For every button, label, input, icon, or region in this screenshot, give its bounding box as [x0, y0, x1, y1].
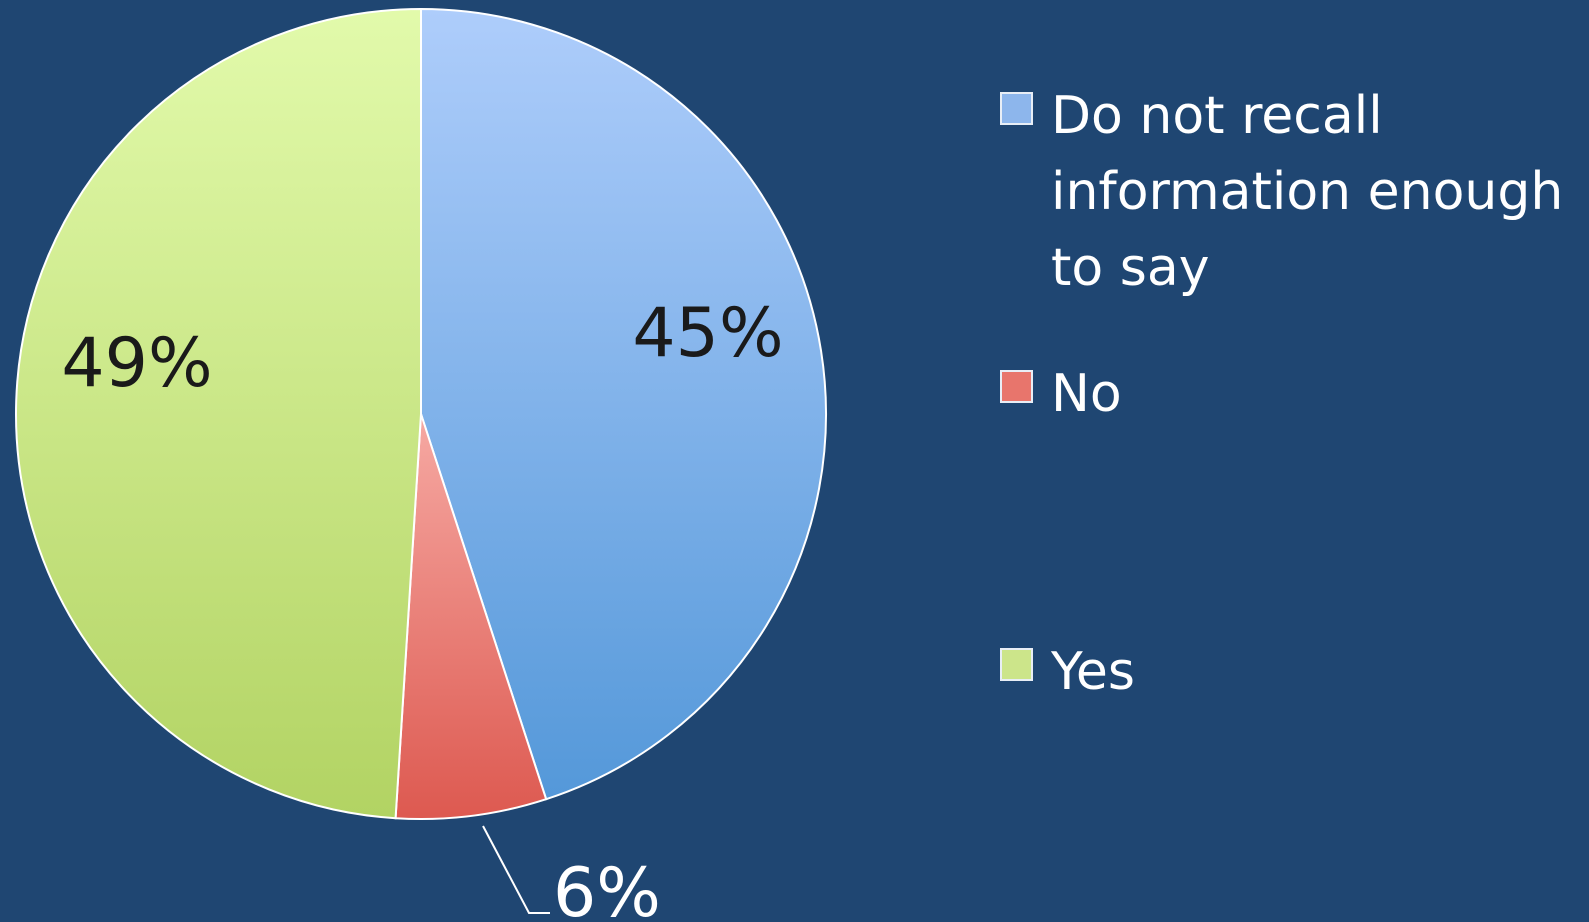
legend-label-yes: Yes — [1051, 642, 1135, 702]
slice-no — [394, 413, 548, 820]
data-label-do-not-recall: 45% — [632, 294, 783, 373]
legend-swatch-do-not-recall — [1000, 92, 1033, 125]
legend-item-no: No — [1000, 362, 1571, 432]
legend-swatch-no — [1000, 370, 1033, 403]
data-label-yes: 49% — [61, 324, 212, 403]
legend-item-do-not-recall: Do not recall information enough to say — [1000, 84, 1571, 306]
data-label-no: 6% — [553, 854, 661, 922]
legend-label-no: No — [1051, 364, 1122, 424]
legend-item-yes: Yes — [1000, 640, 1571, 710]
legend-label-do-not-recall: Do not recall information enough to say — [1051, 86, 1564, 298]
leader-line-no — [482, 825, 550, 914]
slice-yes — [15, 7, 422, 820]
slice-do-not-recall — [420, 7, 827, 801]
legend-swatch-yes — [1000, 648, 1033, 681]
